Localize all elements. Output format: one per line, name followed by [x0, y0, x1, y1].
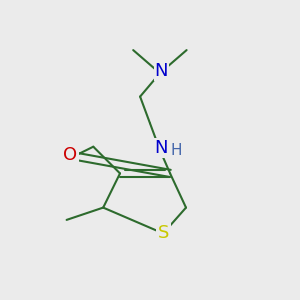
Text: N: N [155, 62, 168, 80]
Text: N: N [155, 139, 168, 157]
Text: O: O [63, 146, 77, 164]
Text: H: H [171, 143, 182, 158]
Text: S: S [158, 224, 169, 242]
